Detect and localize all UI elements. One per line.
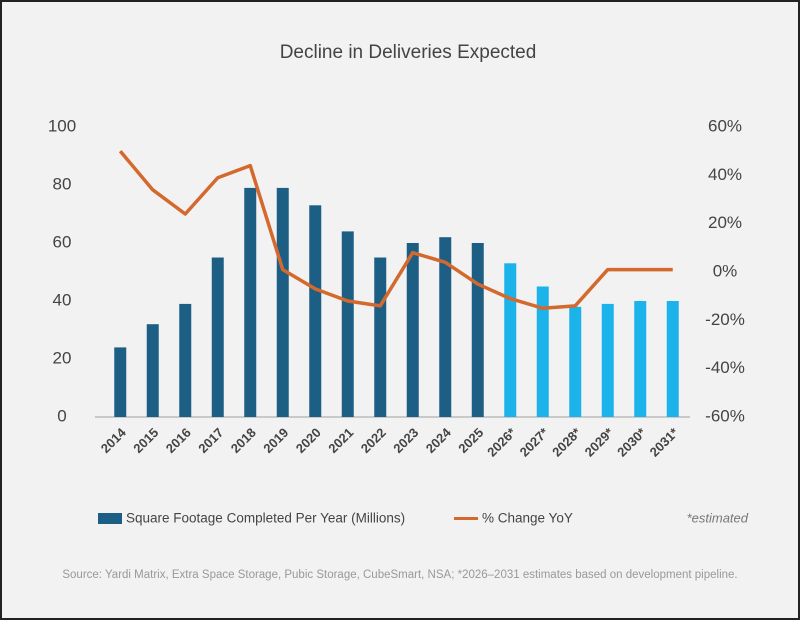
bar (244, 187, 257, 417)
bar (114, 347, 127, 417)
line (118, 150, 673, 310)
y2-tick-label: 40% (708, 165, 742, 184)
bar (211, 257, 224, 417)
source: Source: Yardi Matrix, Extra Space Storag… (62, 569, 737, 581)
bar (439, 237, 452, 417)
bar (536, 286, 549, 417)
legend-swatch (98, 513, 122, 524)
bar (471, 243, 484, 417)
annotation: *estimated (687, 510, 749, 525)
legend-label: Square Footage Completed Per Year (Milli… (126, 511, 405, 526)
y2-tick-label: -60% (705, 406, 745, 425)
bar (309, 205, 322, 417)
bar (179, 303, 192, 417)
bar (146, 324, 159, 417)
bar (276, 187, 289, 417)
y2-tick-label: 0% (713, 261, 738, 280)
y-tick-label: 20 (53, 348, 72, 367)
bar (406, 243, 419, 417)
chart-title: Decline in Deliveries Expected (280, 42, 537, 63)
bar (374, 257, 387, 417)
y-tick-label: 60 (53, 232, 72, 251)
y2-tick-label: 60% (708, 116, 742, 135)
y-tick-label: 80 (53, 174, 72, 193)
bar (341, 231, 354, 417)
bar (601, 303, 614, 417)
bar (666, 301, 679, 417)
y2-tick-label: -20% (705, 310, 745, 329)
y-tick-label: 100 (48, 116, 76, 135)
legend-label: % Change YoY (482, 511, 573, 526)
y2-tick-label: -40% (705, 358, 745, 377)
bar (634, 301, 647, 417)
y-tick-label: 40 (53, 290, 72, 309)
bar (569, 306, 582, 417)
y2-tick-label: 20% (708, 213, 742, 232)
y-tick-label: 0 (57, 406, 66, 425)
bar (504, 263, 517, 417)
